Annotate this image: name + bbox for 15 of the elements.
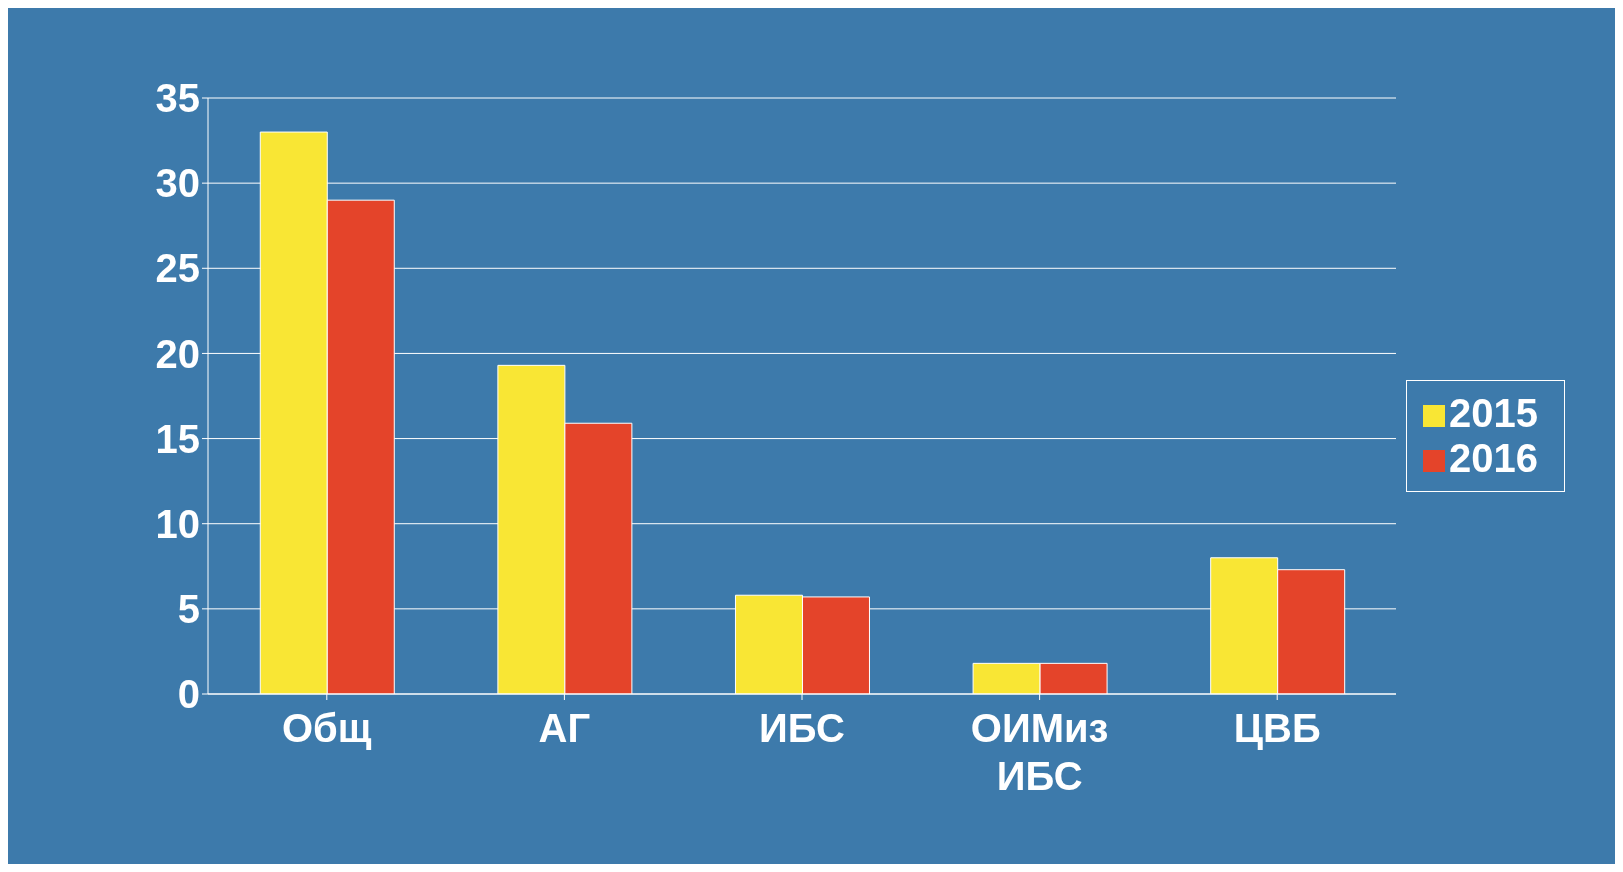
y-tick-label: 35 [155,76,200,121]
legend-label: 2016 [1449,436,1538,480]
y-tick-label: 25 [155,246,200,291]
y-tick-label: 0 [177,672,200,717]
y-tick-label: 10 [155,501,200,546]
x-tick-label: ОИМиз ИБС [970,706,1109,798]
x-tick-label: ЦВБ [1233,706,1321,750]
legend-label: 2015 [1449,391,1538,435]
y-tick-label: 5 [177,587,200,632]
y-tick-label: 15 [155,416,200,461]
y-tick-label: 30 [155,161,200,206]
y-tick-label: 20 [155,331,200,376]
x-tick-label: Общ [282,706,372,750]
x-tick-label: ИБС [759,706,845,750]
x-tick-label: АГ [538,706,591,750]
